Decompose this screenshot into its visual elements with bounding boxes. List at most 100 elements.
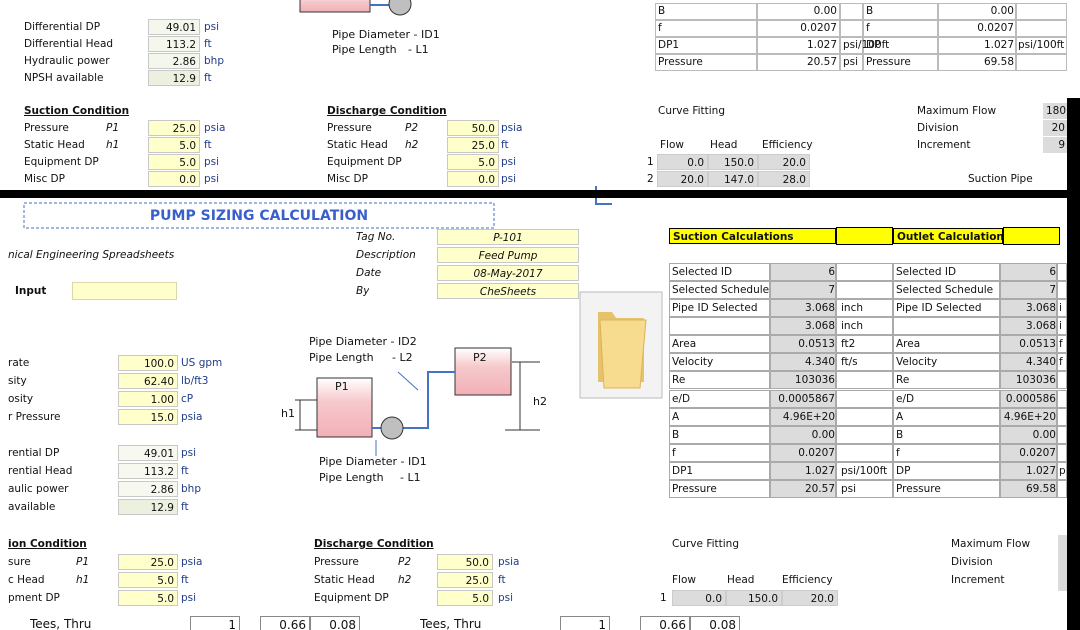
cell (1057, 443, 1067, 462)
unit: psi (501, 173, 517, 185)
tank (454, 347, 512, 396)
cell (655, 37, 757, 54)
field-label: Differential DP (24, 21, 101, 33)
field-label: Differential Head (24, 38, 114, 50)
value: 147.0 (708, 171, 758, 187)
cell (938, 3, 1016, 20)
cell (72, 282, 177, 300)
diagram-label: - L1 (400, 471, 421, 484)
column-header: Efficiency (762, 139, 813, 151)
unit: psia (498, 556, 520, 568)
field-value: 15.0 (118, 409, 178, 425)
cell (770, 407, 836, 426)
section-title: ion Condition (8, 538, 87, 550)
field-label: sure (8, 556, 31, 568)
cell (1000, 443, 1057, 462)
cell (836, 227, 893, 245)
value: 7 (828, 284, 835, 297)
diagram-label: Pipe Diameter - ID1 (332, 28, 440, 41)
field-label: Hydraulic power (24, 55, 110, 67)
field-label: Maximum Flow (951, 538, 1031, 550)
field-value: 12.9 (118, 499, 178, 515)
cell (893, 263, 1000, 281)
value: 0.00 (1032, 428, 1056, 441)
field-label: By (356, 285, 370, 297)
unit: f (1059, 356, 1063, 369)
cell (1000, 407, 1057, 426)
value: 1.027 (806, 39, 837, 51)
cell (1057, 353, 1067, 372)
field-label: Tees, Thru (420, 617, 482, 630)
cell (770, 353, 836, 372)
value: 0.0513 (798, 338, 835, 351)
cell (893, 479, 1000, 498)
cell (757, 20, 840, 37)
value: 103036 (1015, 374, 1056, 387)
field-label: Increment (951, 574, 1005, 586)
field-value: 5.0 (118, 590, 178, 606)
unit: ft (181, 574, 189, 586)
cell (836, 407, 893, 426)
field-label: Equipment DP (24, 156, 99, 168)
cell (1057, 299, 1067, 318)
section-title: Discharge Condition (327, 105, 447, 117)
cell (836, 317, 893, 336)
value: 4.340 (804, 356, 835, 369)
cell-text: DP1 (672, 464, 694, 477)
field-value: 113.2 (148, 36, 200, 52)
cell (669, 425, 770, 444)
cell-text: A (672, 410, 680, 423)
row-index: 1 (647, 156, 654, 168)
cell-text: Re (672, 374, 686, 387)
section-title: Input (15, 285, 47, 297)
symbol: P1 (106, 122, 120, 134)
value: 20.0 (657, 171, 708, 187)
cell-text: Selected Schedule (896, 284, 994, 297)
value: 0.0207 (1019, 446, 1056, 459)
cell-text: Re (896, 374, 910, 387)
cell-text: Area (896, 338, 921, 351)
diagram-label: Pipe Length (309, 351, 374, 364)
value: 7 (1049, 284, 1056, 297)
cell (893, 353, 1000, 372)
value: 1.027 (1025, 464, 1056, 477)
tank (299, 0, 371, 13)
value: 6 (828, 266, 835, 278)
value: 0.0005867 (778, 392, 835, 405)
field-label: Division (917, 122, 959, 134)
page-title: PUMP SIZING CALCULATION (149, 208, 369, 224)
unit: psi (181, 447, 197, 459)
field-value: 5.0 (447, 154, 499, 170)
field-label: Tees, Thru (30, 617, 92, 630)
field-value: 5.0 (118, 572, 178, 588)
cell-text: B (896, 428, 904, 441)
column-header: Flow (672, 574, 696, 586)
cell (1057, 263, 1067, 281)
field-value: 50.0 (437, 554, 493, 570)
diagram-label: h2 (533, 395, 547, 408)
field-label: Increment (917, 139, 971, 151)
window-border (0, 190, 1080, 198)
value: 20.0 (782, 590, 838, 606)
value: 0.0513 (1019, 338, 1056, 351)
cell (770, 281, 836, 300)
field-value: 5.0 (148, 137, 200, 153)
symbol: P2 (405, 122, 419, 134)
cell (840, 54, 863, 71)
unit: ft (204, 139, 212, 151)
cell (1057, 479, 1067, 498)
field-value: 0.0 (447, 171, 499, 187)
section-title: Suction Condition (24, 105, 130, 117)
section-title: Curve Fitting (672, 538, 739, 550)
value: 3.068 (1025, 320, 1056, 333)
cell (669, 389, 770, 408)
unit: ft (204, 38, 212, 50)
cell (770, 461, 836, 480)
value: 4.96E+20 (1003, 410, 1056, 423)
diagram-label: - L1 (408, 43, 429, 56)
value: 0.000586 (1005, 392, 1056, 405)
cell (1057, 461, 1067, 480)
cell (1057, 371, 1067, 390)
cell-text: B (658, 5, 666, 17)
unit: bhp (181, 483, 201, 495)
